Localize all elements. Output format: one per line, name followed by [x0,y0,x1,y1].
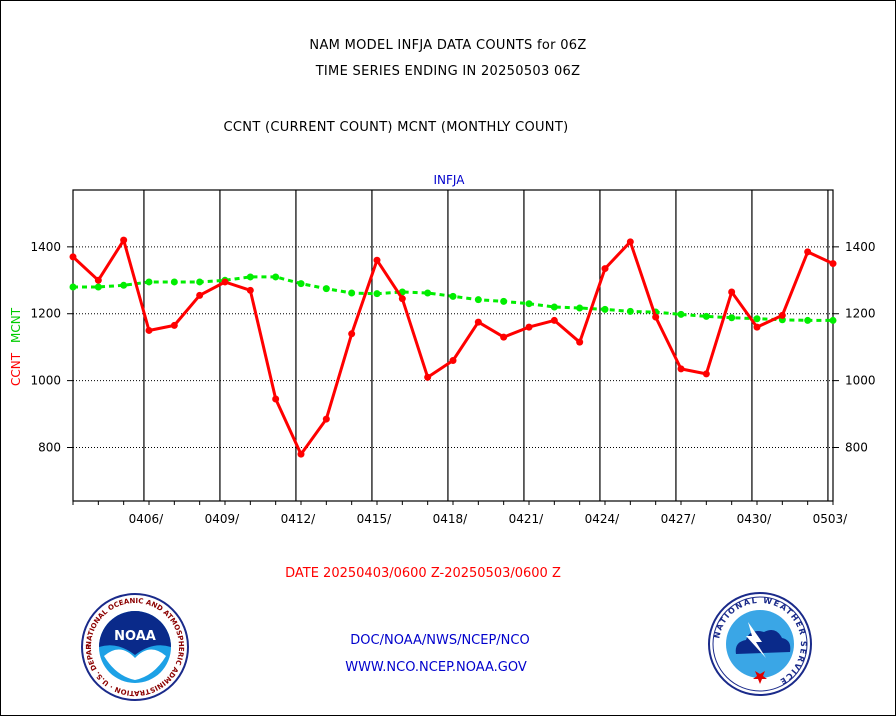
ccnt-point [272,395,280,403]
ccnt-point [652,313,660,321]
x-tick-label: 0406/ [129,512,165,526]
chart-title-line2: TIME SERIES ENDING IN 20250503 06Z [315,64,581,79]
ylabel-mcnt: MCNT [9,307,23,343]
mcnt-point [601,305,609,313]
ccnt-point [246,286,254,294]
y-tick-label-right: 1200 [845,307,876,321]
ccnt-point [297,450,305,458]
mcnt-point [728,314,736,322]
x-tick-label: 0418/ [433,512,469,526]
ccnt-point [145,326,153,334]
mcnt-point [449,292,457,300]
mcnt-point [525,300,533,308]
ccnt-point [829,260,837,268]
mcnt-point [246,273,254,281]
svg-text:NOAA: NOAA [114,629,156,644]
mcnt-point [576,304,584,312]
y-tick-label-right: 1000 [845,374,876,388]
ccnt-point [170,321,178,329]
ccnt-point [474,318,482,326]
x-tick-label: 0409/ [205,512,241,526]
mcnt-point [677,310,685,318]
ccnt-point [525,323,533,331]
mcnt-point [424,289,432,297]
mcnt-point [170,278,178,286]
mcnt-point [297,280,305,288]
x-tick-label: 0427/ [661,512,697,526]
ccnt-point [576,338,584,346]
mcnt-point [272,273,280,281]
ccnt-point [373,256,381,264]
mcnt-point [120,281,128,289]
mcnt-point [753,315,761,323]
mcnt-point [474,296,482,304]
mcnt-point [373,290,381,298]
ccnt-point [626,238,634,246]
website-link[interactable]: WWW.NCO.NCEP.NOAA.GOV [345,660,527,675]
ccnt-point [500,333,508,341]
mcnt-point [702,312,710,320]
ccnt-point [804,248,812,256]
x-tick-label: 0503/ [813,512,849,526]
mcnt-point [626,307,634,315]
ccnt-point [221,278,229,286]
mcnt-point [69,283,77,291]
mcnt-point [550,303,558,311]
date-range: DATE 20250403/0600 Z-20250503/0600 Z [285,566,561,581]
ylabel-ccnt: CCNT [9,352,23,386]
x-tick-label: 0430/ [737,512,773,526]
ccnt-point [69,253,77,261]
mcnt-point [500,297,508,305]
ccnt-point [677,365,685,373]
ccnt-point [778,311,786,319]
plot-border [72,189,834,502]
x-tick-label: 0415/ [357,512,393,526]
ccnt-point [120,236,128,244]
ccnt-point [550,316,558,324]
mcnt-point [804,316,812,324]
ccnt-point [322,415,330,423]
y-tick-label-left: 1200 [30,307,61,321]
ccnt-point [702,370,710,378]
mcnt-point [322,285,330,293]
mcnt-point [94,283,102,291]
chart-subtitle: CCNT (CURRENT COUNT) MCNT (MONTHLY COUNT… [223,120,569,135]
x-tick-label: 0412/ [281,512,317,526]
nws-logo: NATIONAL WEATHER SERVICE [708,592,812,696]
org-path-link[interactable]: DOC/NOAA/NWS/NCEP/NCO [350,633,530,648]
ccnt-point [196,291,204,299]
mcnt-point [145,278,153,286]
ccnt-point [728,288,736,296]
ccnt-line [71,238,834,456]
y-tick-label-left: 800 [38,440,61,454]
ccnt-point [424,373,432,381]
y-tick-label-right: 1400 [845,240,876,254]
y-tick-label-right: 800 [845,440,868,454]
ccnt-point [94,276,102,284]
ccnt-point [449,357,457,365]
chart-title-line1: NAM MODEL INFJA DATA COUNTS for 06Z [309,38,587,53]
y-tick-label-left: 1000 [30,374,61,388]
plot-title: INFJA [434,173,466,187]
y-tick-label-left: 1400 [30,240,61,254]
ccnt-point [601,265,609,273]
noaa-logo: NATIONAL OCEANIC AND ATMOSPHERIC ADMINIS… [80,592,189,701]
mcnt-point [196,278,204,286]
mcnt-point [348,289,356,297]
mcnt-point [829,316,837,324]
x-tick-label: 0421/ [509,512,545,526]
ccnt-point [753,323,761,331]
ccnt-point [398,295,406,303]
ccnt-point [348,330,356,338]
x-tick-label: 0424/ [585,512,621,526]
